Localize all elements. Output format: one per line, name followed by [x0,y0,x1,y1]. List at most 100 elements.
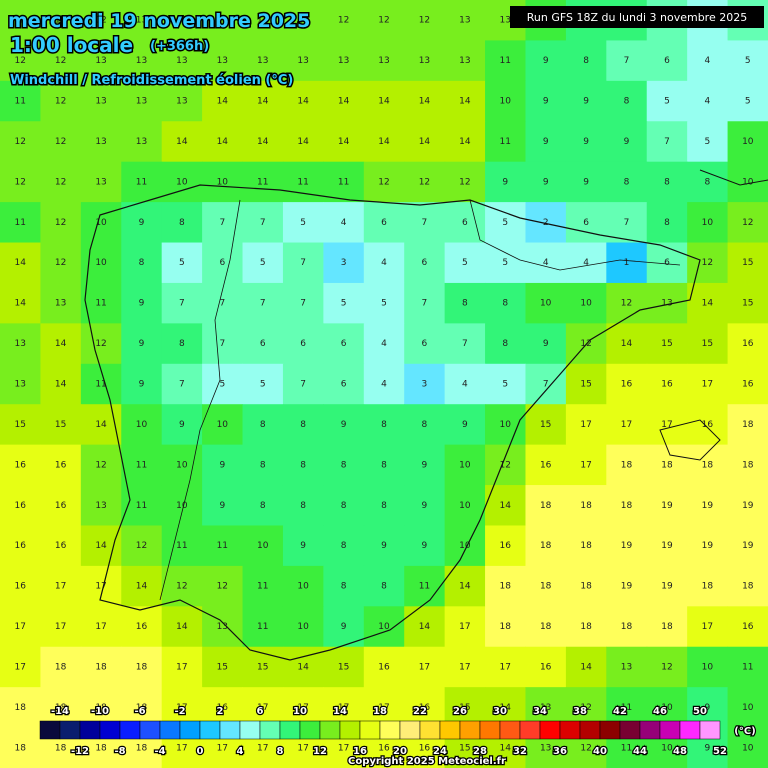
cell-value: 10 [500,97,512,107]
cell [161,323,203,365]
cell [121,404,163,446]
cell-value: 12 [95,460,106,470]
cell [363,242,405,284]
cell [606,40,648,82]
cell [404,282,446,324]
cell-value: 5 [219,380,225,390]
cell [525,80,567,122]
cell [606,525,648,567]
cell-value: 15 [540,420,551,430]
cell [161,646,203,688]
cell [202,80,244,122]
cell-value: 18 [95,703,107,713]
cell-value: 12 [55,258,66,268]
cell-value: 16 [742,339,754,349]
cell-value: 5 [664,97,670,107]
colorbar-label: 12 [313,746,327,757]
colorbar-label: 10 [293,706,307,717]
cell-value: 12 [378,16,389,26]
cell [565,363,607,405]
cell-value: 14 [419,137,431,147]
cell [565,161,607,203]
cell [404,80,446,122]
cell [282,485,324,526]
cell [404,565,446,607]
cell [202,242,244,284]
cell [202,404,244,446]
cell-value: 14 [55,339,67,349]
cell-value: 5 [381,299,387,309]
cell-value: 6 [300,339,306,349]
colorbar-swatch [279,720,301,740]
cell [444,444,486,486]
cell-value: 14 [95,541,107,551]
cell [727,565,768,607]
cell-value: 17 [14,662,25,672]
cell-value: 10 [661,743,673,753]
cell [242,444,284,486]
cell [40,202,82,244]
cell [727,404,768,446]
cell-value: 13 [257,56,268,66]
cell-value: 5 [179,258,185,268]
cell-value: 7 [260,299,266,309]
cell-value: 18 [55,703,67,713]
colorbar-label: -6 [134,706,145,717]
cell [282,404,324,446]
cell [242,161,284,203]
cell-value: 15 [661,339,672,349]
cell [40,525,82,567]
cell [404,121,446,163]
cell [525,404,567,446]
cell-value: 6 [583,218,589,228]
cell-value: 7 [179,380,185,390]
cell-value: 13 [95,501,106,511]
cell [727,161,768,203]
cell [323,323,365,365]
cell-value: 11 [95,380,106,390]
cell-value: 10 [580,299,592,309]
cell-value: 19 [621,541,633,551]
cell-value: 9 [139,380,145,390]
cell [606,161,648,203]
cell [202,40,244,82]
cell [404,202,446,244]
colorbar-label: -2 [174,706,185,717]
cell-value: 11 [621,703,632,713]
cell-value: 7 [664,137,670,147]
cell-value: 19 [702,541,714,551]
colorbar-swatch [499,720,521,740]
cell-value: 8 [583,56,589,66]
cell-value: 10 [217,177,229,187]
cell-value: 16 [14,501,26,511]
cell [485,282,526,324]
cell [485,121,526,163]
colorbar-label: 46 [653,706,667,717]
cell [444,485,486,526]
cell [404,363,446,405]
cell-value: 18 [500,582,512,592]
cell-value: 17 [257,743,268,753]
cell-value: 7 [260,218,266,228]
colorbar-label: 22 [413,706,427,717]
cell-value: 7 [624,218,630,228]
cell [161,242,203,284]
cell-value: 12 [55,137,66,147]
cell-value: 5 [502,258,508,268]
cell [161,525,203,567]
cell [80,646,122,688]
cell-value: 16 [217,703,229,713]
cell-value: 9 [341,622,347,632]
cell [646,202,688,244]
cell-value: 9 [705,703,711,713]
cell [687,202,729,244]
cell-value: 4 [705,56,711,66]
cell [282,323,324,365]
cell-value: 17 [55,582,66,592]
cell [606,606,648,648]
cell-value: 10 [297,582,309,592]
cell [444,646,486,688]
cell [444,242,486,284]
cell [242,202,284,244]
cell [282,444,324,486]
